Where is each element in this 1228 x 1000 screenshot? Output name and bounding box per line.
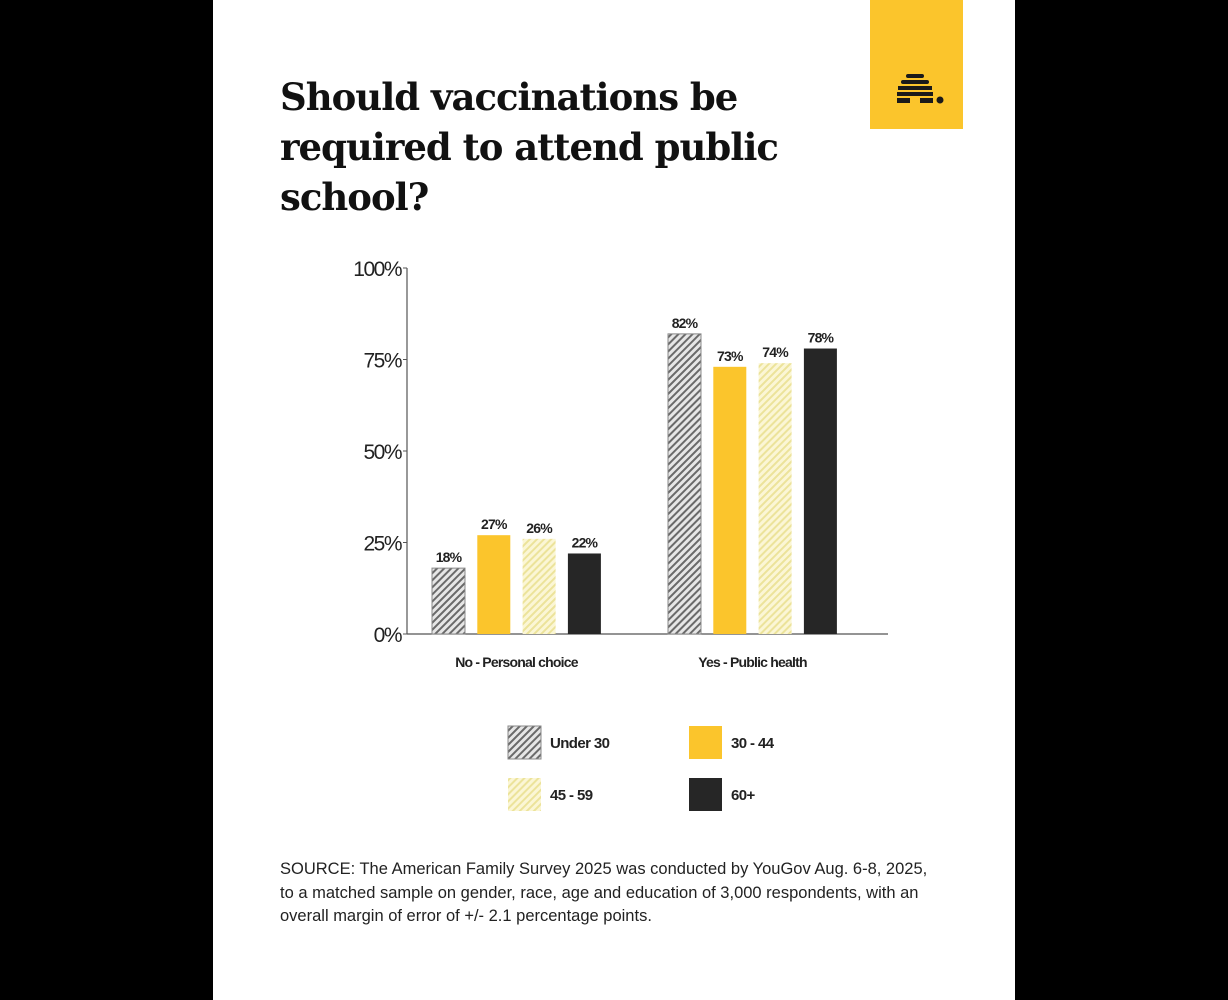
legend-swatch <box>508 778 541 811</box>
x-category-label: Yes - Public health <box>698 654 807 670</box>
beehive-icon <box>897 74 944 104</box>
x-category-label: No - Personal choice <box>455 654 578 670</box>
bar <box>431 567 466 635</box>
legend-label: 45 - 59 <box>550 787 593 804</box>
data-label: 18% <box>436 549 463 565</box>
y-tick-label: 25% <box>363 533 401 556</box>
legend-swatch <box>689 726 722 759</box>
legend-swatch <box>507 725 542 760</box>
data-label: 26% <box>526 520 553 536</box>
y-tick-label: 100% <box>353 258 402 281</box>
source-note: SOURCE: The American Family Survey 2025 … <box>280 860 928 925</box>
bar <box>713 366 747 634</box>
legend-label: 30 - 44 <box>731 735 775 752</box>
y-tick-label: 75% <box>363 350 401 373</box>
data-label: 73% <box>717 348 744 364</box>
bar <box>667 333 702 635</box>
brand-logo <box>870 0 963 129</box>
legend-label: 60+ <box>731 787 755 804</box>
data-label: 74% <box>762 344 789 360</box>
bar <box>567 553 601 634</box>
data-label: 78% <box>808 330 835 346</box>
y-tick-label: 50% <box>363 441 401 464</box>
bar <box>803 348 837 634</box>
data-label: 22% <box>572 534 599 550</box>
y-tick-label: 0% <box>374 624 402 647</box>
data-label: 27% <box>481 516 508 532</box>
bar <box>477 535 511 634</box>
infographic-panel <box>213 0 1015 1000</box>
legend-swatch <box>689 778 722 811</box>
chart-title: Should vaccinations be required to atten… <box>280 75 779 219</box>
data-label: 82% <box>672 315 699 331</box>
legend-label: Under 30 <box>550 735 610 752</box>
bar <box>758 363 792 634</box>
bar <box>522 538 556 634</box>
